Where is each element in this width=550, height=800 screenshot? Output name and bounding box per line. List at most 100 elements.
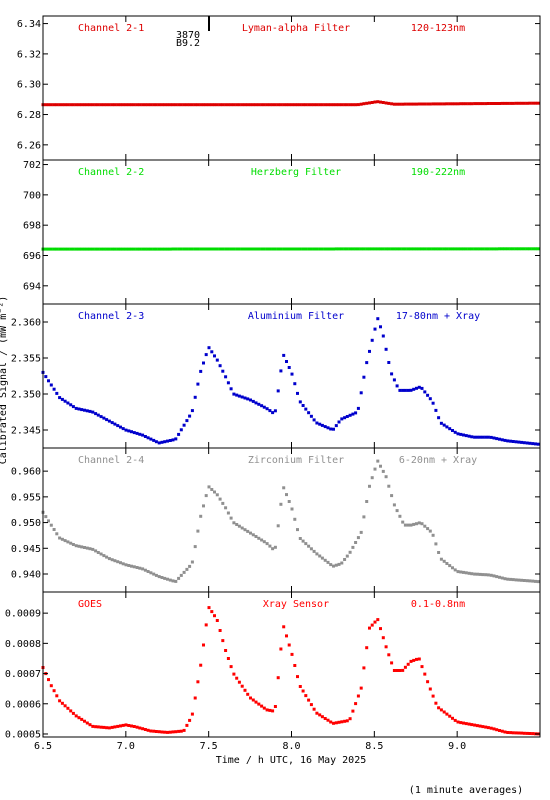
data-point	[362, 515, 366, 519]
data-point	[49, 684, 53, 688]
data-point	[484, 573, 488, 577]
data-point	[52, 528, 56, 531]
data-point	[143, 247, 147, 251]
data-point	[484, 435, 488, 439]
data-point	[395, 509, 399, 513]
data-point	[506, 439, 510, 443]
data-point	[168, 247, 172, 251]
data-point	[359, 686, 363, 690]
data-point	[246, 247, 250, 251]
data-point	[481, 247, 485, 251]
data-point	[52, 103, 56, 107]
data-point	[340, 720, 344, 724]
data-point	[517, 247, 521, 251]
data-point	[213, 490, 216, 494]
data-point	[298, 247, 302, 251]
y-tick-label: 0.940	[11, 570, 41, 581]
data-point	[229, 103, 233, 107]
band-label: 0.1-0.8nm	[411, 599, 465, 610]
y-tick-label: 2.350	[11, 390, 41, 401]
data-point	[442, 247, 446, 251]
data-point	[434, 102, 438, 106]
data-point	[55, 532, 59, 536]
data-point	[426, 393, 430, 397]
data-point	[265, 407, 269, 411]
data-point	[138, 566, 142, 570]
data-point	[171, 730, 175, 734]
data-point	[121, 723, 125, 727]
data-point	[110, 103, 114, 107]
data-point	[320, 715, 324, 719]
data-point	[257, 536, 261, 540]
data-point	[362, 666, 366, 670]
data-point	[337, 420, 341, 424]
data-point	[354, 247, 358, 251]
data-point	[415, 386, 418, 390]
data-point	[88, 547, 92, 551]
y-axis-label: Calibrated Signal / (mW m⁻²)	[0, 296, 9, 465]
data-point	[160, 103, 164, 107]
data-point	[464, 722, 468, 726]
data-point	[127, 103, 131, 107]
data-point	[415, 522, 418, 526]
data-point	[462, 570, 465, 574]
data-point	[199, 103, 203, 107]
data-point	[345, 719, 349, 723]
x-tick-label: 8.0	[282, 741, 300, 752]
data-point	[229, 387, 233, 391]
series-ch24	[41, 459, 540, 584]
data-point	[298, 103, 302, 107]
data-point	[428, 102, 432, 106]
data-point	[456, 720, 460, 724]
data-point	[99, 415, 103, 419]
data-point	[224, 506, 228, 510]
data-point	[362, 102, 366, 106]
data-point	[199, 369, 203, 373]
data-point	[417, 247, 421, 251]
data-point	[163, 730, 167, 734]
data-point	[102, 416, 106, 420]
data-point	[406, 102, 410, 106]
data-point	[531, 101, 535, 105]
data-point	[323, 247, 327, 251]
data-point	[94, 725, 98, 729]
filter-label: Aluminium Filter	[248, 311, 344, 322]
data-point	[83, 247, 86, 251]
data-point	[379, 247, 382, 251]
data-point	[415, 657, 418, 661]
data-point	[262, 405, 266, 409]
data-point	[534, 579, 537, 583]
data-point	[282, 103, 286, 107]
data-point	[127, 564, 131, 567]
data-point	[287, 500, 291, 503]
data-point	[531, 247, 535, 251]
data-point	[307, 411, 311, 415]
data-point	[332, 247, 335, 251]
data-point	[384, 475, 388, 479]
data-point	[381, 101, 385, 104]
data-point	[525, 579, 529, 583]
data-point	[489, 102, 493, 105]
data-point	[409, 102, 413, 106]
data-point	[492, 727, 496, 731]
data-point	[80, 545, 84, 549]
data-point	[249, 103, 252, 107]
data-point	[202, 504, 205, 508]
data-point	[154, 103, 158, 107]
data-point	[345, 247, 349, 251]
data-point	[71, 247, 75, 251]
data-point	[237, 247, 241, 251]
data-point	[174, 730, 178, 734]
data-point	[368, 101, 371, 105]
y-tick-label: 2.345	[11, 426, 41, 437]
data-point	[417, 657, 421, 661]
data-point	[373, 467, 377, 471]
data-point	[246, 397, 250, 401]
data-point	[116, 724, 120, 728]
data-point	[171, 438, 175, 442]
data-point	[69, 403, 73, 407]
data-point	[376, 317, 380, 321]
data-point	[514, 731, 518, 735]
data-point	[174, 103, 178, 107]
data-point	[243, 247, 247, 251]
